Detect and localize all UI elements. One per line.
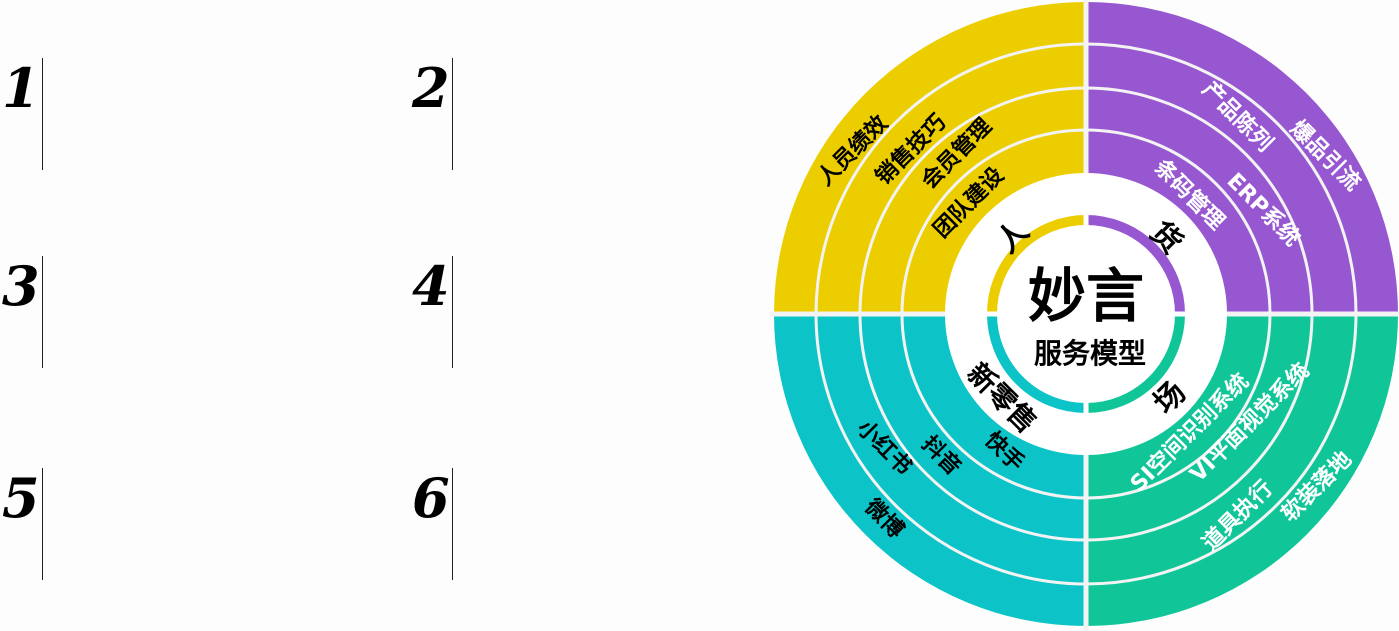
list-number: 6 — [412, 466, 450, 530]
inner-arc-ren — [987, 215, 1087, 315]
list-item-3: 3 — [2, 256, 82, 368]
inner-arc-chang — [1085, 313, 1185, 413]
inner-arc-huo — [1085, 215, 1185, 315]
list-item-1: 1 — [2, 58, 82, 170]
list-number: 5 — [2, 466, 40, 530]
divider-line — [452, 256, 453, 368]
divider-line — [42, 468, 43, 580]
list-item-4: 4 — [412, 256, 492, 368]
divider-line — [42, 58, 43, 170]
divider-line — [452, 58, 453, 170]
divider-line — [42, 256, 43, 368]
list-number: 1 — [2, 56, 40, 120]
divider-line — [452, 468, 453, 580]
list-number: 2 — [412, 56, 450, 120]
inner-disc — [945, 173, 1227, 455]
list-number: 3 — [2, 254, 40, 318]
list-item-5: 5 — [2, 468, 82, 580]
list-number: 4 — [412, 254, 450, 318]
center-title: 妙言 — [1028, 262, 1144, 330]
center-subtitle: 服务模型 — [1034, 337, 1146, 370]
inner-arc-xinlingshou — [987, 313, 1087, 413]
list-item-6: 6 — [412, 468, 492, 580]
list-item-2: 2 — [412, 58, 492, 170]
